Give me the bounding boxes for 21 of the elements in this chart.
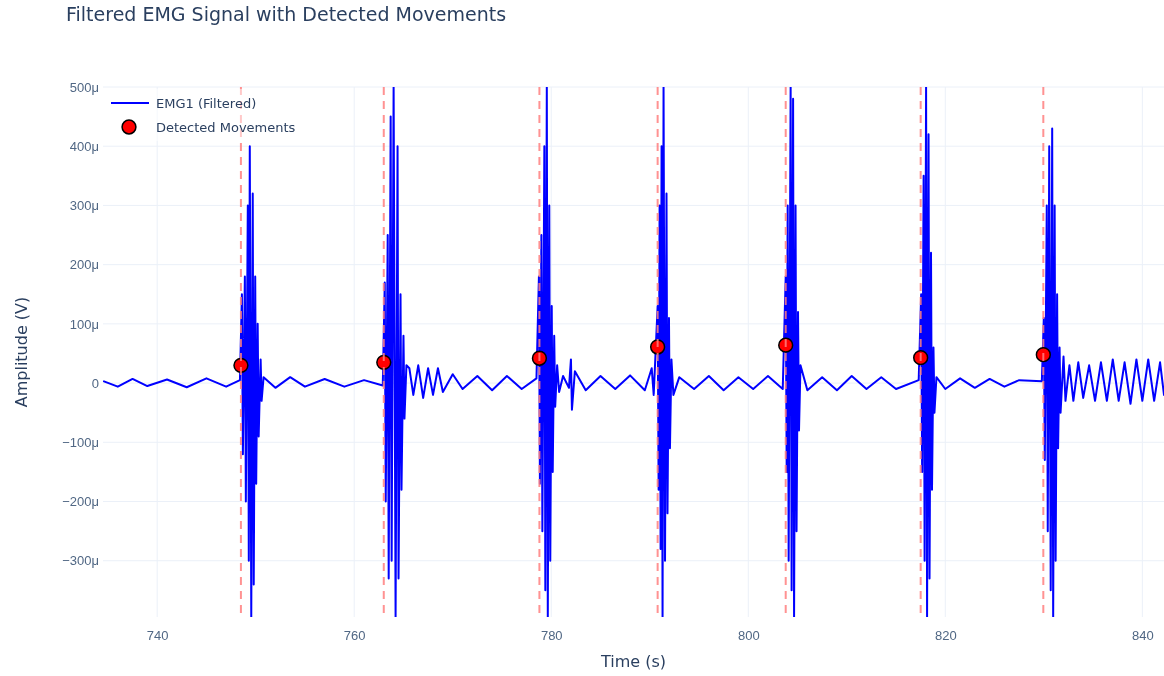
y-tick-label: 500μ <box>69 79 99 95</box>
line-series <box>103 87 1164 617</box>
y-axis-title: Amplitude (V) <box>12 296 31 408</box>
y-tick-label: 400μ <box>69 138 99 154</box>
x-tick-label: 840 <box>1131 628 1154 644</box>
y-tick-label: 100μ <box>69 316 99 332</box>
y-tick-label: 300μ <box>69 198 99 214</box>
legend-label: Detected Movements <box>156 120 296 135</box>
y-tick-label: −200μ <box>62 494 99 510</box>
x-axis-title: Time (s) <box>599 652 667 671</box>
y-tick-label: 200μ <box>69 257 99 273</box>
x-tick-label: 740 <box>146 628 169 644</box>
chart-title: Filtered EMG Signal with Detected Movements <box>66 3 507 25</box>
x-tick-label: 800 <box>737 628 760 644</box>
y-tick-label: −300μ <box>62 553 99 569</box>
x-tick-label: 780 <box>540 628 563 644</box>
y-tick-label: 0 <box>91 375 99 391</box>
y-tick-label: −100μ <box>62 434 99 450</box>
x-tick-label: 820 <box>934 628 957 644</box>
x-tick-label: 760 <box>343 628 366 644</box>
legend-label: EMG1 (Filtered) <box>156 96 257 111</box>
